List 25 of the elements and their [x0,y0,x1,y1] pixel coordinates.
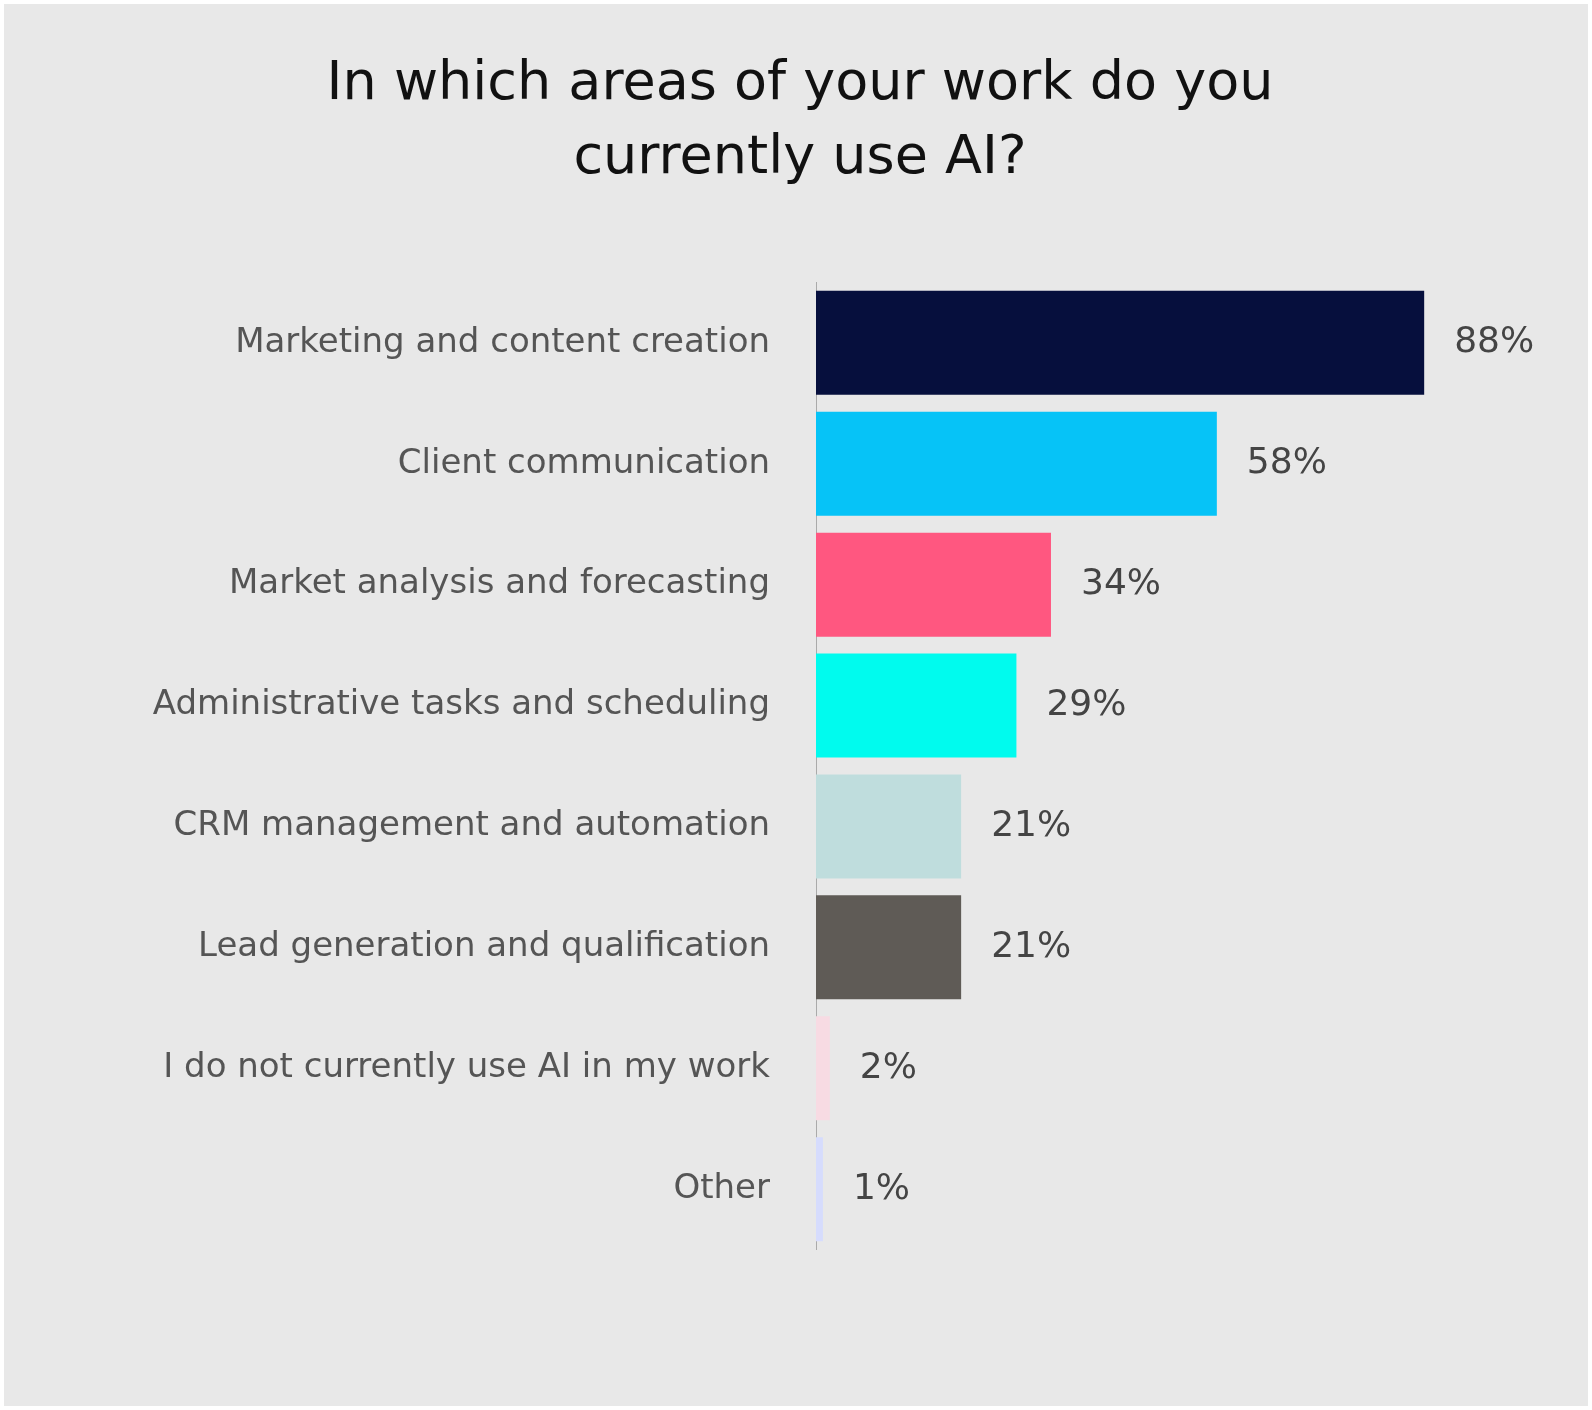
data-label: 58% [1246,440,1327,482]
bar [816,532,1051,637]
y-tick-label: Marketing and content creation [235,319,770,360]
y-tick-label: Client communication [397,440,770,481]
bar [816,653,1017,758]
data-label: 29% [1046,681,1127,723]
y-tick-label: Other [673,1165,771,1206]
bar [816,1137,823,1242]
data-label: 1% [852,1165,911,1207]
y-tick-label: Administrative tasks and scheduling [152,682,770,723]
y-tick-label: Lead generation and qualification [198,924,770,965]
data-label: 34% [1080,561,1161,603]
bar [816,290,1425,395]
data-label: 21% [991,923,1072,965]
bar [816,411,1217,516]
data-label: 21% [991,802,1072,844]
bar [816,774,962,879]
y-tick-label: I do not currently use AI in my work [163,1045,771,1086]
y-tick-label: Market analysis and forecasting [229,561,770,602]
data-label: 2% [859,1044,917,1086]
data-label: 88% [1454,319,1535,361]
bar [816,1016,830,1121]
bar [816,895,962,1000]
y-tick-label: CRM management and automation [173,803,770,844]
chart-title: In which areas of your work do you currently use AI? [325,48,1275,188]
